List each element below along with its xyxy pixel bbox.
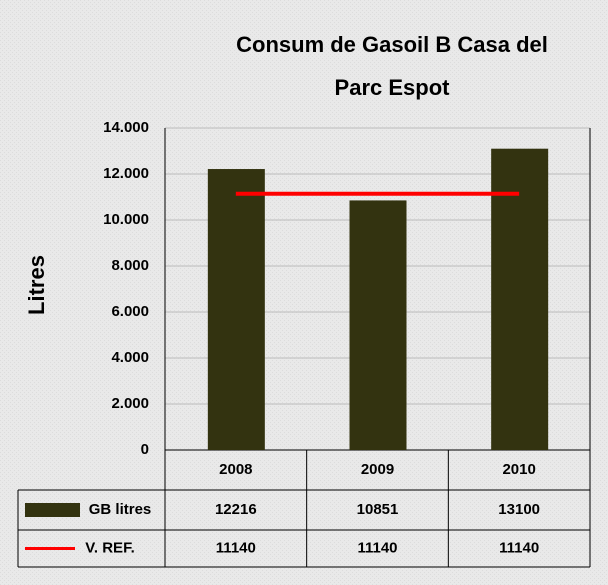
y-tick-label: 6.000 — [111, 303, 149, 320]
legend-key — [25, 503, 80, 517]
legend-label: V. REF. — [85, 539, 134, 556]
legend-label: GB litres — [89, 501, 152, 518]
table-value: 12216 — [215, 501, 257, 518]
table-value: 13100 — [498, 501, 540, 518]
table-value: 11140 — [357, 539, 397, 556]
y-tick-label: 10.000 — [103, 211, 149, 228]
table-value: 11140 — [216, 539, 256, 556]
x-tick-label: 2010 — [502, 461, 535, 478]
y-tick-label: 8.000 — [111, 257, 149, 274]
y-tick-label: 14.000 — [103, 119, 149, 136]
bar — [491, 148, 549, 450]
x-tick-label: 2008 — [219, 461, 252, 478]
y-tick-label: 4.000 — [111, 349, 149, 366]
bar — [349, 200, 407, 450]
y-tick-label: 2.000 — [111, 395, 149, 412]
chart-title: Parc Espot — [335, 75, 451, 100]
chart-title: Consum de Gasoil B Casa del — [236, 32, 548, 57]
table-value: 11140 — [499, 539, 539, 556]
x-tick-label: 2009 — [361, 461, 394, 478]
bar — [207, 169, 265, 451]
table-value: 10851 — [357, 501, 399, 518]
y-axis-title: Litres — [24, 255, 49, 315]
y-tick-label: 0 — [141, 441, 149, 458]
y-tick-label: 12.000 — [103, 165, 149, 182]
